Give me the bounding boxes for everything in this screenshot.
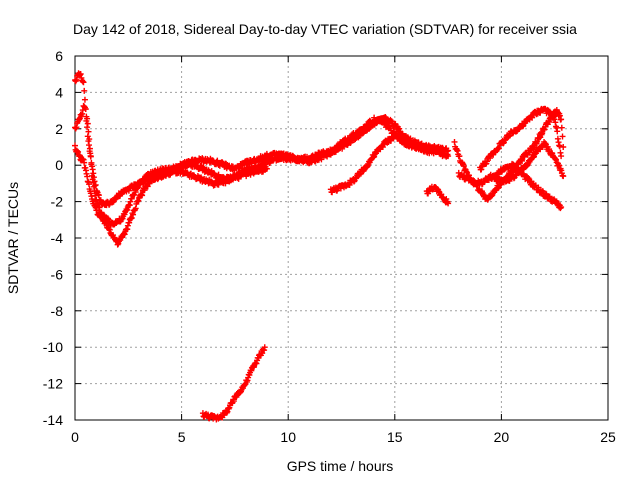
chart-title: Day 142 of 2018, Sidereal Day-to-day VTE… <box>73 21 577 37</box>
x-axis-label: GPS time / hours <box>287 458 394 474</box>
y-tick-label: -14 <box>43 412 63 428</box>
data-point <box>73 124 80 131</box>
x-tick-label: 5 <box>178 429 186 445</box>
x-tick-label: 25 <box>600 429 616 445</box>
data-point <box>559 133 566 140</box>
data-point <box>86 142 93 149</box>
series-track-h <box>455 160 565 212</box>
series-track-c <box>72 142 270 248</box>
data-point <box>558 116 565 123</box>
series-track-f <box>423 183 452 207</box>
x-tick-label: 20 <box>494 429 510 445</box>
data-point <box>87 152 94 159</box>
y-tick-label: 4 <box>55 84 63 100</box>
data-point <box>80 79 87 86</box>
series-track-i <box>477 105 565 173</box>
data-point <box>554 128 561 135</box>
data-point <box>261 344 268 351</box>
data-point <box>551 113 558 120</box>
y-tick-label: -10 <box>43 339 63 355</box>
data-point <box>86 136 93 143</box>
y-tick-label: -6 <box>51 266 64 282</box>
data-point <box>84 124 91 131</box>
data-point <box>560 173 567 180</box>
series-track-j <box>487 138 567 186</box>
series-track-d <box>199 344 268 423</box>
data-point <box>81 87 88 94</box>
data-point <box>558 124 565 131</box>
data-point <box>84 120 91 127</box>
data-point <box>79 110 86 117</box>
data-point <box>79 78 86 85</box>
y-tick-label: -4 <box>51 230 64 246</box>
y-tick-labels: -14 -12 -10 -8 -6 -4 -2 0 2 4 6 <box>43 48 63 428</box>
data-point <box>556 143 563 150</box>
grid <box>75 56 608 420</box>
data-point <box>84 115 91 122</box>
data-point <box>88 161 95 168</box>
x-tick-label: 15 <box>387 429 403 445</box>
data-point <box>445 200 452 207</box>
x-tick-label: 0 <box>71 429 79 445</box>
data-point <box>81 159 88 166</box>
y-tick-label: -2 <box>51 194 64 210</box>
y-tick-label: -8 <box>51 303 64 319</box>
x-tick-label: 10 <box>280 429 296 445</box>
x-tick-labels: 0 5 10 15 20 25 <box>71 429 616 445</box>
data-point <box>81 96 88 103</box>
data-point <box>86 145 93 152</box>
y-tick-label: 2 <box>55 121 63 137</box>
series-track-e <box>327 131 452 196</box>
data-point <box>85 128 92 135</box>
data-point <box>73 76 80 83</box>
y-tick-label: -12 <box>43 376 63 392</box>
data-point <box>263 165 270 172</box>
y-tick-label: 0 <box>55 157 63 173</box>
data-point <box>558 153 565 160</box>
y-axis-label: SDTVAR / TECUs <box>5 182 21 294</box>
axis-ticks <box>74 55 609 421</box>
data-point <box>82 106 89 113</box>
y-tick-label: 6 <box>55 48 63 64</box>
data-point <box>445 147 452 154</box>
data-point <box>72 125 79 132</box>
data-point <box>445 153 452 160</box>
data-point <box>72 78 79 85</box>
data-point <box>77 70 84 77</box>
data-points <box>72 70 567 423</box>
data-point <box>558 204 565 211</box>
